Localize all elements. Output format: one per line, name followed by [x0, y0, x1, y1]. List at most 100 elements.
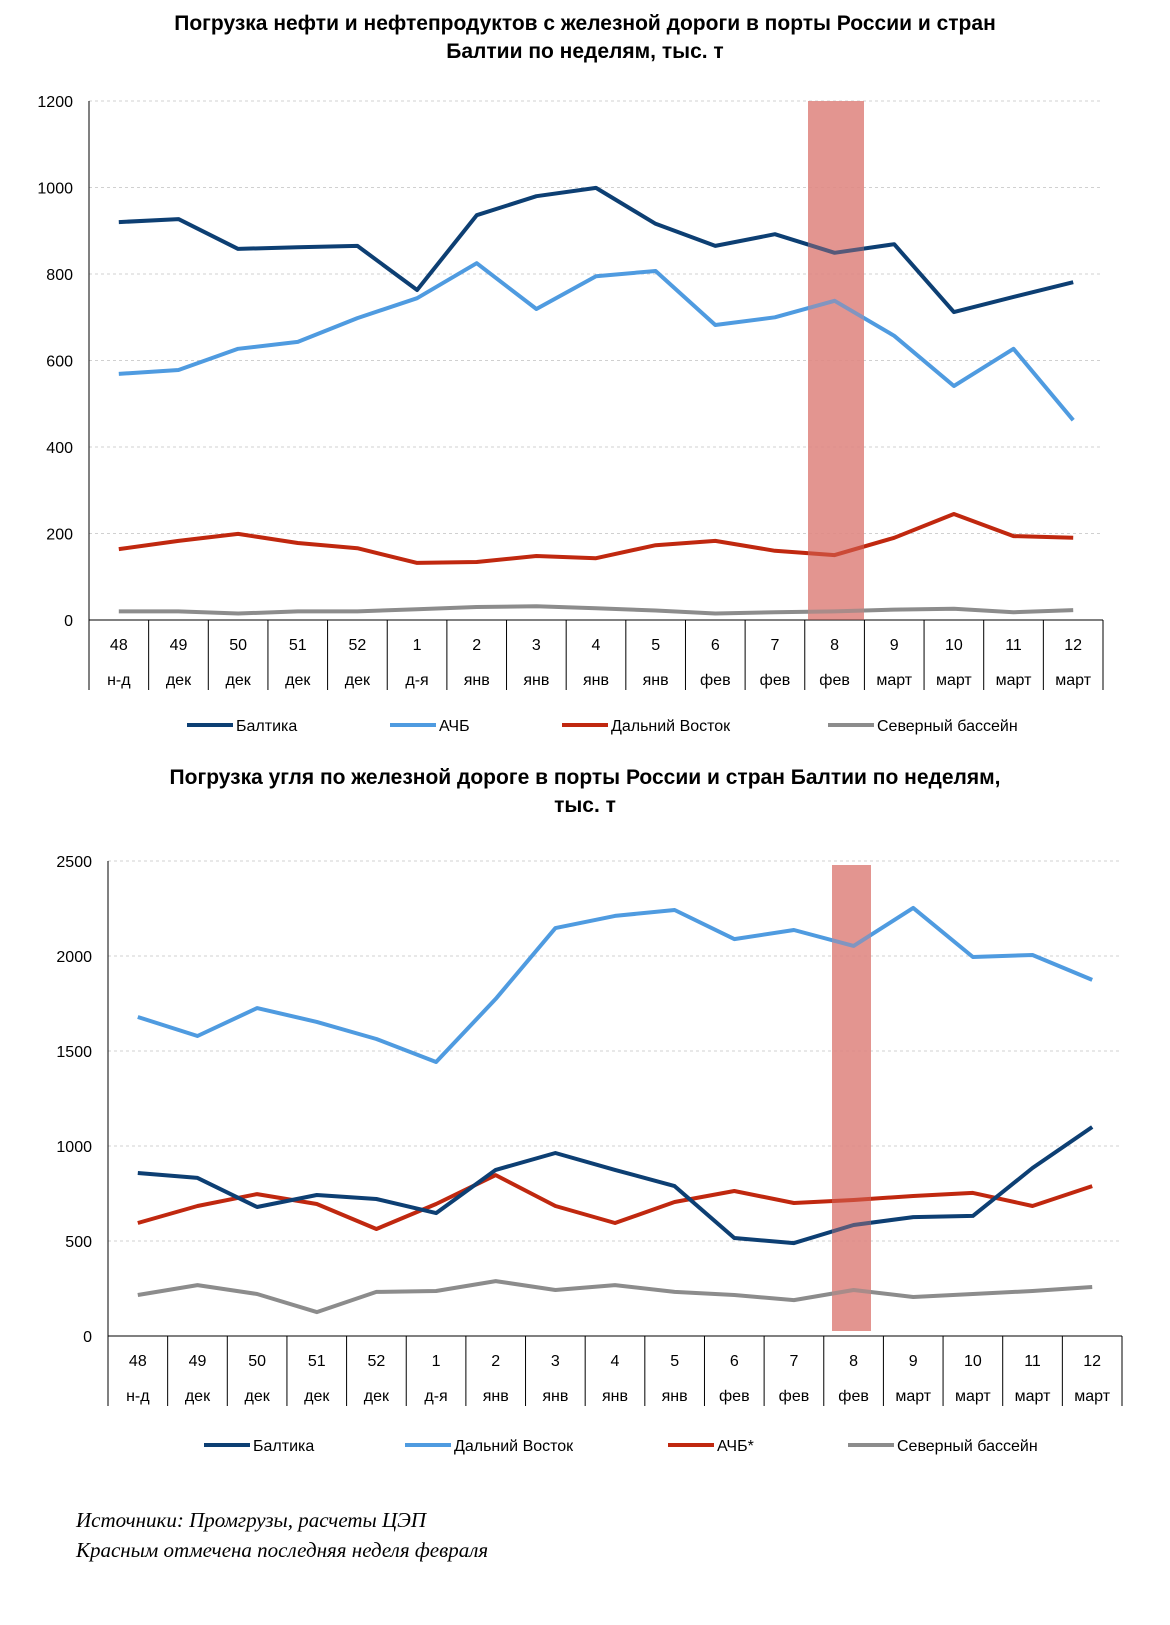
- x-tick-sublabel: март: [895, 1388, 931, 1405]
- x-tick-sublabel: янв: [662, 1388, 688, 1405]
- x-tick-sublabel: март: [876, 672, 912, 689]
- x-tick-label: 51: [289, 637, 307, 654]
- y-tick-label: 1200: [37, 94, 73, 111]
- x-tick-sublabel: янв: [523, 672, 549, 689]
- x-tick-label: 4: [592, 637, 601, 654]
- x-tick-label: 10: [945, 637, 963, 654]
- legend-label: Северный бассейн: [877, 718, 1018, 735]
- x-tick-sublabel: фев: [719, 1388, 750, 1405]
- y-tick-label: 0: [83, 1329, 92, 1346]
- chart2-title-line2: тыс. т: [554, 794, 616, 817]
- x-tick-sublabel: д-я: [424, 1388, 447, 1405]
- chart2-title: Погрузка угля по железной дороге в порты…: [0, 764, 1170, 820]
- legend-label: Балтика: [253, 1438, 314, 1455]
- x-tick-sublabel: дек: [226, 672, 252, 689]
- x-tick-sublabel: март: [1015, 1388, 1051, 1405]
- x-tick-label: 6: [730, 1353, 739, 1370]
- x-tick-sublabel: янв: [583, 672, 609, 689]
- x-tick-sublabel: март: [1055, 672, 1091, 689]
- x-tick-label: 9: [890, 637, 899, 654]
- x-tick-label: 49: [170, 637, 188, 654]
- x-tick-sublabel: фев: [779, 1388, 810, 1405]
- y-tick-label: 1000: [56, 1139, 92, 1156]
- x-tick-sublabel: янв: [602, 1388, 628, 1405]
- x-tick-label: 12: [1064, 637, 1082, 654]
- x-tick-label: 3: [551, 1353, 560, 1370]
- x-tick-sublabel: дек: [364, 1388, 390, 1405]
- x-tick-label: 52: [349, 637, 367, 654]
- x-tick-label: 7: [770, 637, 779, 654]
- x-tick-sublabel: дек: [185, 1388, 211, 1405]
- y-tick-label: 400: [46, 440, 73, 457]
- x-tick-sublabel: н-д: [107, 672, 131, 689]
- series-line-Балтика: [118, 185, 1074, 315]
- y-tick-label: 500: [65, 1234, 92, 1251]
- legend-label: Дальний Восток: [454, 1438, 574, 1455]
- series-line-Дальний Восток: [118, 512, 1074, 565]
- x-tick-label: 3: [532, 637, 541, 654]
- x-tick-sublabel: янв: [483, 1388, 509, 1405]
- legend-label: АЧБ: [439, 718, 470, 735]
- x-tick-sublabel: март: [1074, 1388, 1110, 1405]
- x-tick-sublabel: дек: [304, 1388, 330, 1405]
- x-tick-label: 1: [413, 637, 422, 654]
- y-tick-label: 2000: [56, 949, 92, 966]
- x-tick-sublabel: дек: [285, 672, 311, 689]
- series-line-Балтика: [137, 1125, 1094, 1246]
- x-tick-label: 49: [189, 1353, 207, 1370]
- y-tick-label: 600: [46, 354, 73, 371]
- x-tick-label: 48: [110, 637, 128, 654]
- x-tick-sublabel: март: [996, 672, 1032, 689]
- y-tick-label: 2500: [56, 854, 92, 871]
- x-tick-sublabel: дек: [166, 672, 192, 689]
- series-line-Дальний Восток: [137, 905, 1093, 1064]
- y-tick-label: 1500: [56, 1044, 92, 1061]
- x-tick-label: 11: [1005, 637, 1022, 654]
- legend-label: АЧБ*: [717, 1438, 754, 1455]
- x-tick-label: 50: [248, 1353, 266, 1370]
- x-tick-sublabel: фев: [819, 672, 850, 689]
- x-tick-label: 10: [964, 1353, 982, 1370]
- x-tick-label: 9: [909, 1353, 918, 1370]
- chart2-title-line1: Погрузка угля по железной дороге в порты…: [169, 766, 1001, 789]
- x-tick-label: 5: [651, 637, 660, 654]
- x-tick-label: 12: [1083, 1353, 1101, 1370]
- x-tick-label: 4: [611, 1353, 620, 1370]
- x-tick-label: 1: [432, 1353, 441, 1370]
- x-tick-sublabel: март: [936, 672, 972, 689]
- x-tick-label: 5: [670, 1353, 679, 1370]
- y-tick-label: 1000: [37, 181, 73, 198]
- y-tick-label: 0: [64, 613, 73, 630]
- series-line-Северный бассейн: [118, 604, 1074, 616]
- highlight-band: [808, 101, 864, 620]
- x-tick-label: 8: [830, 637, 839, 654]
- x-tick-label: 11: [1024, 1353, 1041, 1370]
- x-tick-label: 6: [711, 637, 720, 654]
- x-tick-sublabel: фев: [700, 672, 731, 689]
- x-tick-label: 2: [491, 1353, 500, 1370]
- x-tick-label: 48: [129, 1353, 147, 1370]
- x-tick-sublabel: фев: [838, 1388, 869, 1405]
- x-tick-label: 7: [789, 1353, 798, 1370]
- chart1-title: Погрузка нефти и нефтепродуктов с железн…: [0, 10, 1170, 66]
- footer-note: Красным отмечена последняя неделя феврал…: [76, 1538, 489, 1562]
- chart1-title-line1: Погрузка нефти и нефтепродуктов с железн…: [174, 12, 996, 35]
- x-tick-sublabel: н-д: [126, 1388, 150, 1405]
- series-line-АЧБ: [118, 261, 1075, 422]
- x-tick-sublabel: дек: [345, 672, 371, 689]
- x-tick-label: 8: [849, 1353, 858, 1370]
- legend-label: Северный бассейн: [897, 1438, 1038, 1455]
- x-tick-label: 2: [472, 637, 481, 654]
- series-line-Северный бассейн: [137, 1279, 1093, 1315]
- highlight-band-overlay: [808, 101, 864, 620]
- legend-label: Дальний Восток: [611, 718, 731, 735]
- chart1-title-line2: Балтии по неделям, тыс. т: [446, 40, 724, 63]
- legend-label: Балтика: [236, 718, 297, 735]
- y-tick-label: 200: [46, 527, 73, 544]
- x-tick-sublabel: март: [955, 1388, 991, 1405]
- x-tick-label: 51: [308, 1353, 326, 1370]
- x-tick-label: 50: [229, 637, 247, 654]
- x-tick-label: 52: [368, 1353, 386, 1370]
